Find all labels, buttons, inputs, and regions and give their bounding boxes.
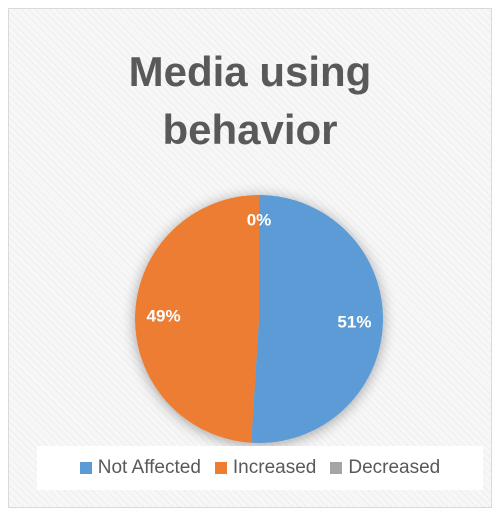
legend-label-increased: Increased [232, 457, 317, 478]
data-label-increased: 49% [147, 307, 181, 326]
legend-swatch-decreased [330, 462, 343, 474]
legend-swatch-increased [214, 462, 227, 474]
chart-title: Media using behavior [9, 43, 491, 159]
legend-item-decreased: Decreased [330, 457, 440, 479]
chart-title-line-2: behavior [162, 106, 338, 153]
data-label-not-affected: 51% [337, 312, 371, 331]
chart-area: Media using behavior 51% 49% 0% Not Affect… [8, 8, 492, 508]
pie-slice-increased [135, 195, 259, 443]
data-label-decreased: 0% [247, 210, 272, 229]
legend-item-increased: Increased [214, 457, 317, 479]
chart-legend: Not Affected Increased Decreased [37, 446, 483, 490]
legend-swatch-not-affected [79, 462, 92, 474]
pie-slice-not-affected [251, 195, 384, 444]
legend-label-not-affected: Not Affected [97, 457, 201, 478]
legend-label-decreased: Decreased [348, 457, 441, 478]
chart-title-line-1: Media using [128, 48, 372, 95]
legend-item-not-affected: Not Affected [79, 457, 201, 479]
pie-chart: 51% 49% 0% [135, 195, 384, 444]
